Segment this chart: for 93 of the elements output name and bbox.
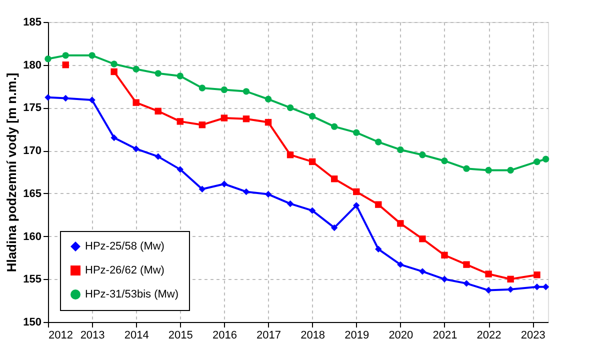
point — [110, 68, 118, 76]
y-tick-label: 175 — [23, 102, 42, 114]
point — [485, 286, 492, 294]
point — [507, 166, 514, 174]
point — [62, 52, 69, 59]
point — [62, 94, 69, 102]
point — [264, 190, 272, 198]
point — [88, 96, 96, 104]
point — [176, 166, 184, 173]
legend-label: HPz-31/53bis (Mw) — [85, 288, 179, 300]
x-tick-label: 2020 — [388, 330, 414, 342]
point — [419, 236, 426, 242]
point — [44, 94, 52, 101]
point — [375, 138, 382, 146]
point — [132, 146, 140, 152]
point — [353, 188, 360, 196]
point — [286, 200, 294, 208]
point — [286, 104, 294, 112]
y-tick-label: 185 — [23, 16, 42, 28]
legend-label: HPz-25/58 (Mw) — [85, 240, 164, 252]
point — [375, 201, 382, 208]
x-tick-label: 2023 — [520, 330, 546, 342]
point — [441, 276, 448, 282]
x-tick-label: 2019 — [344, 330, 370, 342]
x-tick-label: 2021 — [432, 330, 458, 342]
point — [330, 123, 338, 130]
point — [353, 129, 360, 136]
point — [220, 114, 228, 122]
x-tick-label: 2018 — [300, 330, 326, 342]
y-tick-label: 180 — [23, 59, 42, 72]
point — [463, 165, 470, 172]
point — [88, 52, 96, 59]
point — [220, 180, 228, 188]
point — [463, 261, 470, 268]
point — [534, 284, 540, 290]
point — [110, 134, 118, 142]
point — [330, 224, 338, 232]
y-tick-label: 155 — [23, 274, 42, 286]
point — [132, 66, 140, 72]
legend-label: HPz-26/62 (Mw) — [85, 264, 164, 276]
point — [110, 60, 118, 68]
point — [198, 84, 206, 92]
x-tick-label: 2014 — [124, 330, 149, 342]
point — [507, 276, 514, 282]
point — [542, 156, 550, 162]
point — [132, 99, 140, 106]
point — [534, 272, 540, 278]
x-tick-label: 2017 — [256, 330, 282, 342]
y-tick-label: 150 — [23, 316, 42, 328]
point — [441, 252, 448, 258]
point — [375, 246, 382, 252]
x-tick-label: 2013 — [80, 330, 105, 342]
x-tick-label: 2012 — [48, 330, 73, 342]
point — [154, 70, 162, 77]
point — [542, 284, 550, 290]
point — [44, 56, 52, 62]
point — [397, 220, 404, 227]
point — [419, 152, 426, 158]
point — [220, 86, 228, 94]
y-tick-label: 170 — [23, 145, 42, 158]
point — [485, 270, 492, 278]
point — [62, 62, 69, 68]
point — [419, 268, 426, 275]
point — [397, 146, 404, 154]
point — [242, 88, 250, 95]
point — [330, 176, 338, 182]
point — [286, 152, 294, 158]
x-tick-label: 2022 — [476, 330, 502, 342]
point — [353, 202, 360, 209]
point — [463, 280, 470, 287]
y-axis-title: Hladina podzemní vody [m n.m.] — [4, 72, 20, 272]
point — [308, 207, 316, 214]
point — [242, 188, 250, 196]
point — [176, 72, 184, 80]
point — [176, 118, 184, 125]
point — [397, 261, 404, 268]
point — [264, 118, 272, 126]
point — [485, 166, 492, 174]
point — [264, 96, 272, 102]
y-tick-label: 165 — [23, 188, 42, 200]
point — [534, 158, 540, 166]
x-tick-label: 2016 — [212, 330, 237, 342]
point — [198, 186, 206, 192]
x-tick-label: 2015 — [168, 330, 193, 342]
point — [441, 158, 448, 164]
point — [242, 116, 250, 122]
point — [308, 158, 316, 166]
point — [154, 108, 162, 114]
point — [308, 112, 316, 120]
y-tick-label: 160 — [23, 230, 42, 243]
point — [198, 122, 206, 128]
point — [507, 286, 514, 293]
point — [154, 153, 162, 160]
